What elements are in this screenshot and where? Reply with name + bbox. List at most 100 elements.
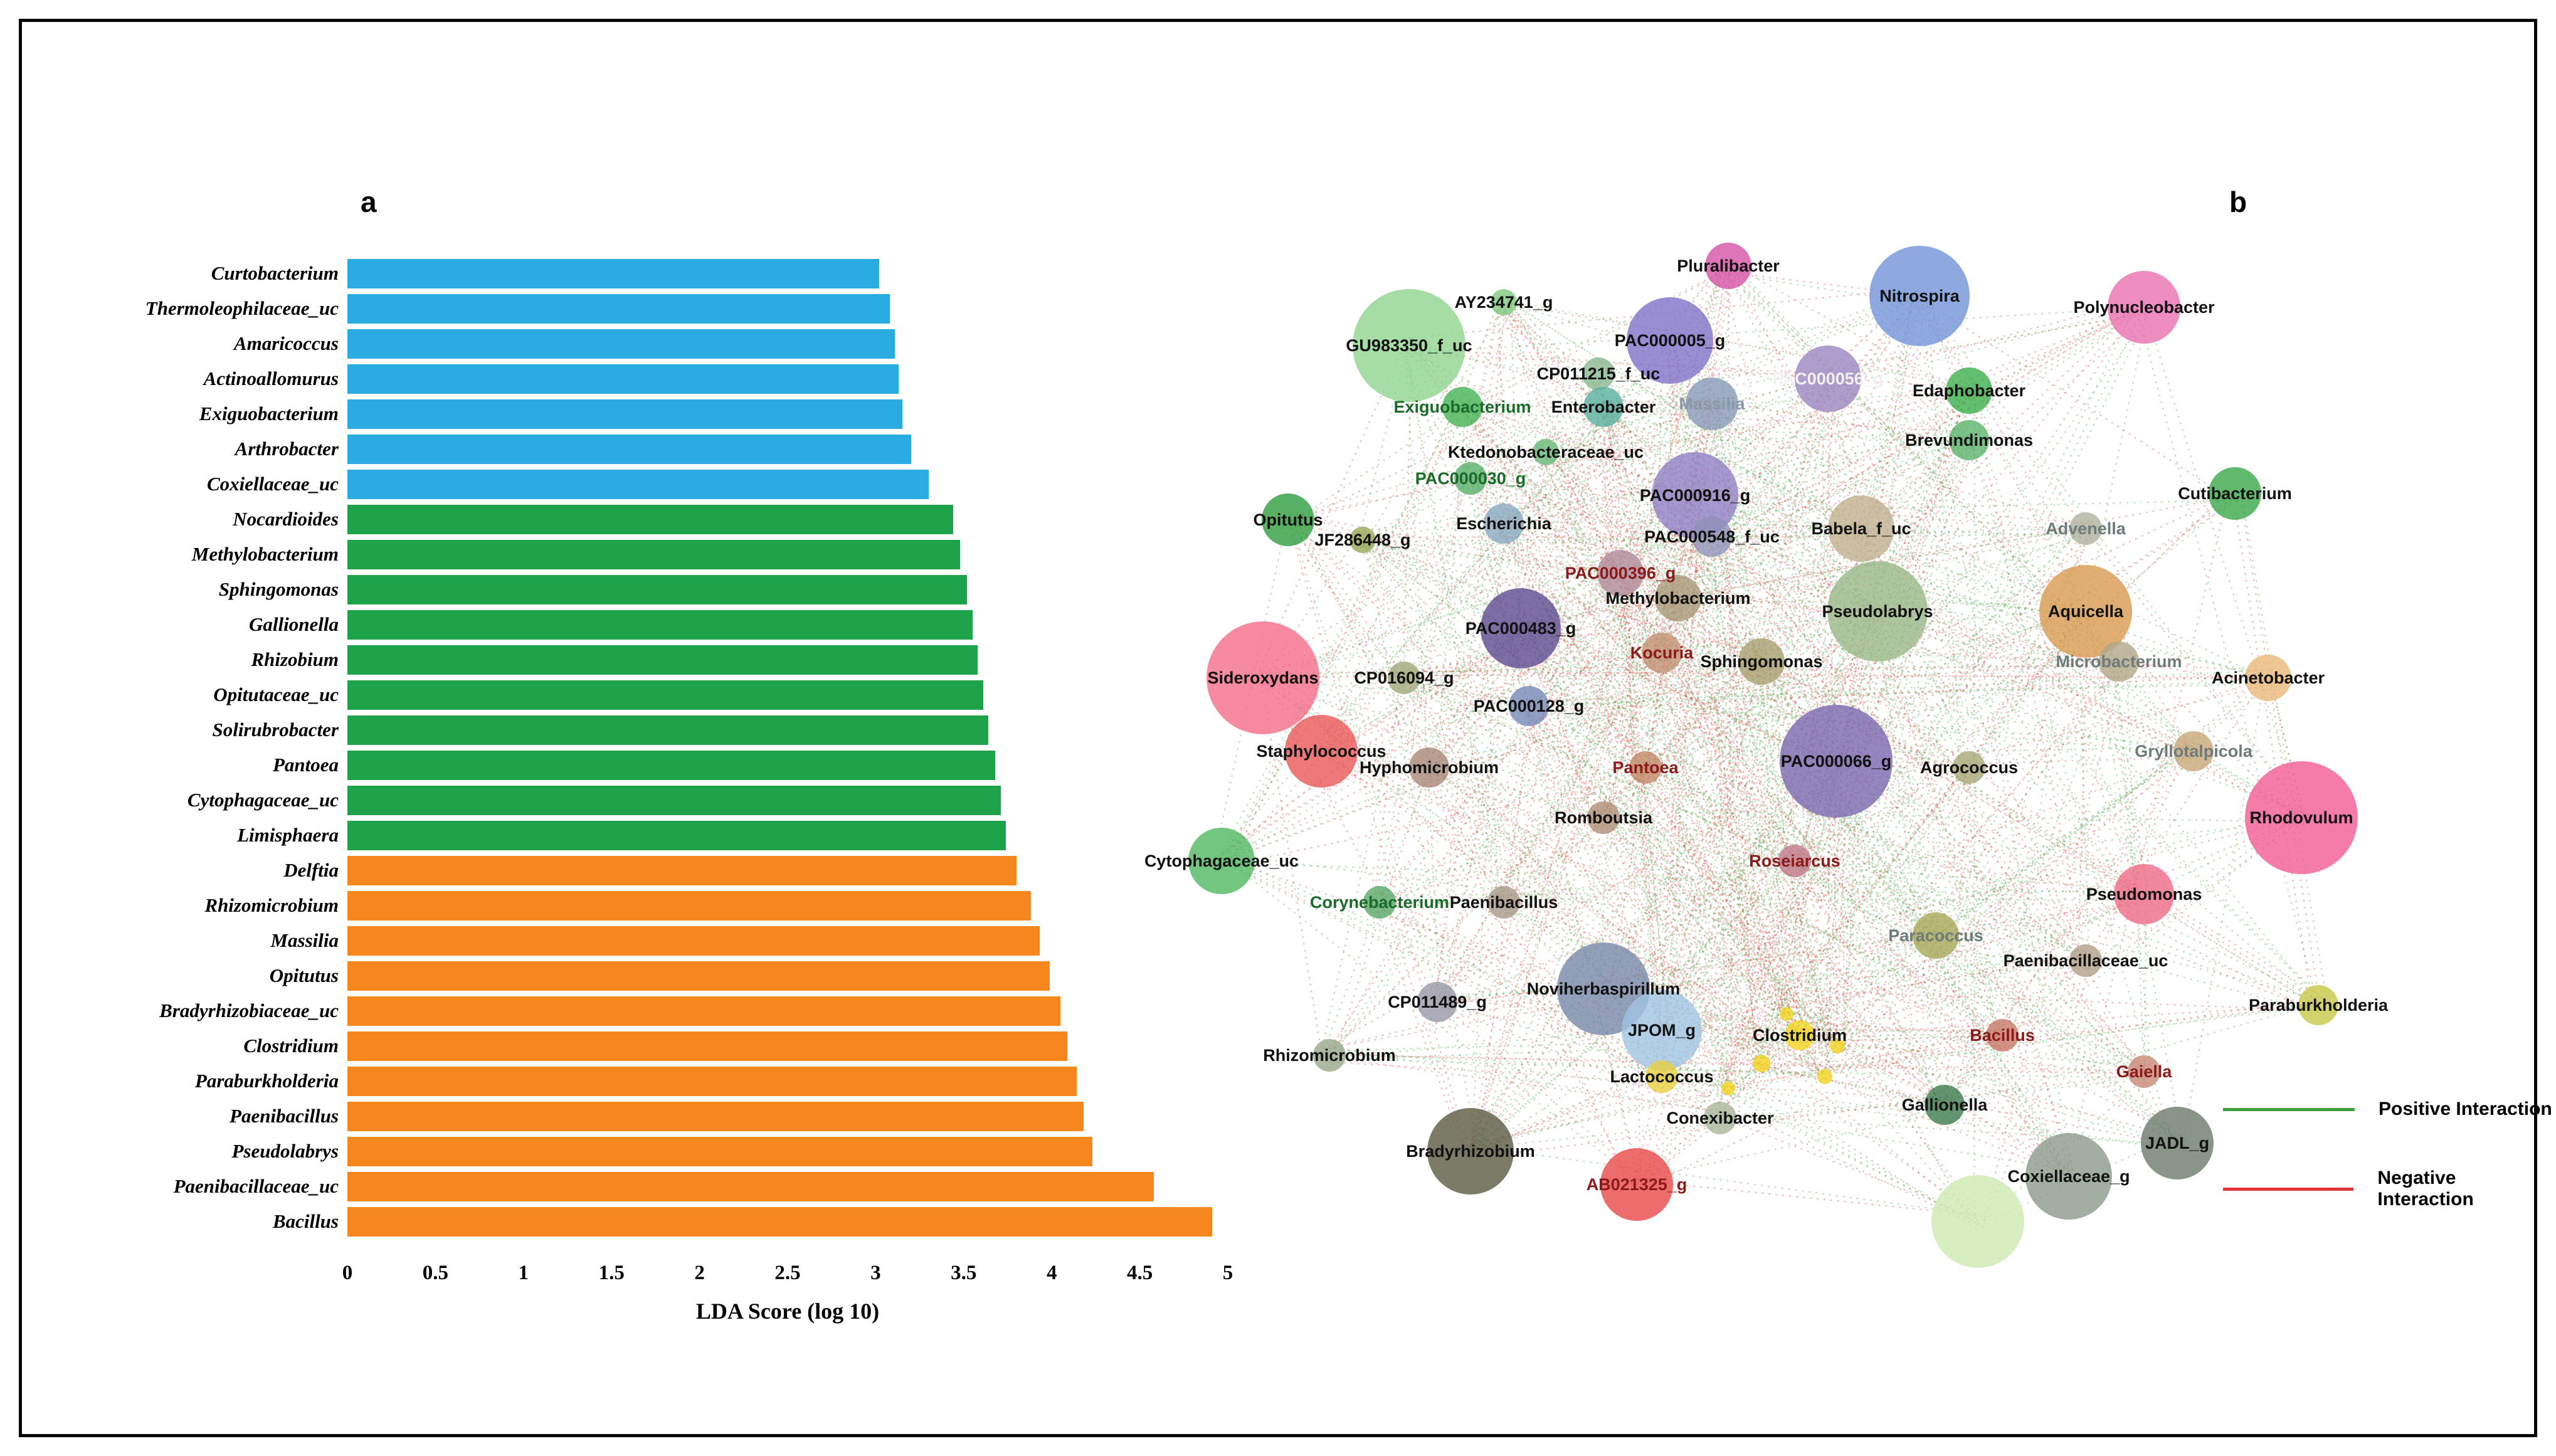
network-node-label: Pseudomonas [2086,885,2202,904]
network-node-label: PAC000005_g [1615,331,1726,350]
x-tick-label: 0.5 [422,1262,449,1284]
positive-edge [1363,539,1479,1151]
bar-label: Cytophagaceae_uc [187,789,339,811]
bar-row: Exiguobacterium [94,396,1212,431]
positive-edge [1760,433,1969,1070]
network-node [1388,662,1420,694]
negative-edge [1607,653,1658,818]
positive-edge [1539,454,1820,1072]
negative-edge [1642,1180,1977,1216]
network-node [1188,828,1255,894]
positive-edge [1359,527,2088,548]
negative-edge [1602,499,1698,821]
positive-edge [1424,769,2318,1000]
positive-edge [2182,683,2265,1139]
negative-edge [2231,488,2313,1005]
positive-edge [1664,347,1698,497]
negative-edge [1437,764,1653,996]
network-node-label: Staphylococcus [1256,742,1386,761]
negative-edge [1640,967,2088,1190]
positive-edge [1637,769,2137,1079]
network-node [2245,655,2291,701]
positive-edge [1435,313,2139,766]
negative-edge [1914,294,2232,500]
positive-edge [1323,769,1430,1052]
network-node [1692,517,1732,557]
positive-edge [1465,474,2263,677]
positive-edge [1217,480,1467,865]
legend-line-swatch [2223,1107,2355,1111]
positive-edge [1661,1069,2141,1079]
positive-edge [1730,265,2195,757]
positive-edge [1620,569,2300,812]
negative-edge [1521,627,1986,1221]
positive-edge [1684,599,2083,606]
positive-edge [1430,615,2086,765]
network-node-label: PAC000396_g [1565,564,1676,583]
bar [347,1066,1077,1096]
positive-edge [1435,774,1760,1059]
positive-edge [1552,445,1764,1059]
positive-edge [1842,607,1876,1053]
network-node-label: Methylobacterium [1605,589,1750,608]
negative-edge [1657,1037,1830,1054]
negative-edge [1329,818,2304,1048]
bar-row: Nocardioides [94,502,1212,537]
bar [347,329,895,359]
positive-edge [1519,620,1835,766]
bar-rows: Curtobacterium Thermoleophilaceae_uc Amari… [94,256,1212,1239]
positive-edge [1703,396,1769,668]
positive-edge [1769,1068,1938,1102]
positive-edge [1658,648,2182,1145]
positive-edge [1822,1043,1842,1074]
positive-edge [1831,527,2094,1054]
positive-edge [1475,762,1649,1148]
positive-edge [1735,266,2195,749]
bar-label: Rhizomicrobium [204,894,339,916]
positive-edge [1700,488,2309,816]
positive-edge [1362,532,2324,1004]
positive-edge [1377,906,1664,1082]
negative-edge [1425,772,1979,1221]
negative-edge [1598,767,1836,812]
positive-edge [1286,512,1442,1004]
positive-edge [1644,615,2087,1178]
negative-edge [1396,684,1523,707]
positive-edge [1498,307,1504,518]
positive-edge [1765,1033,1997,1060]
positive-edge [1779,607,1873,1020]
negative-edge [1788,392,1967,1015]
positive-edge [1662,1028,1996,1033]
positive-edge [2143,303,2306,825]
negative-edge [1764,664,1969,761]
positive-edge [1755,608,2086,1071]
legend-row: Positive Interaction [2223,1099,2556,1120]
positive-edge [1666,385,1822,1084]
positive-edge [1652,768,2079,957]
negative-edge [1294,525,1951,1110]
positive-edge [1926,298,1963,762]
bar-label: Paraburkholderia [194,1070,339,1092]
network-node-label: CP011489_g [1388,993,1487,1011]
positive-edge [1727,820,2298,1094]
negative-edge [1444,491,1700,1000]
negative-edge [1869,301,1927,618]
network-node [1946,367,1992,414]
positive-edge [1661,265,1723,660]
network-node-label: PAC000056_g [1773,369,1884,388]
negative-edge [1435,771,2183,1137]
negative-edge [1444,855,1796,1010]
positive-edge [1333,593,1676,1053]
positive-edge [1469,614,2091,1153]
negative-edge [1217,493,1703,858]
bar-row: Bradyrhizobiaceae_uc [94,993,1212,1028]
bar-row: Cytophagaceae_uc [94,783,1212,818]
legend-line-swatch [2223,1187,2354,1191]
network-node [1738,638,1785,685]
negative-edge [1471,406,1602,1147]
negative-edge [1470,754,1835,1158]
positive-edge [1662,389,1973,1033]
bar-row: Paenibacillaceae_uc [94,1169,1212,1204]
network-node-label: Clostridium [1753,1026,1847,1045]
